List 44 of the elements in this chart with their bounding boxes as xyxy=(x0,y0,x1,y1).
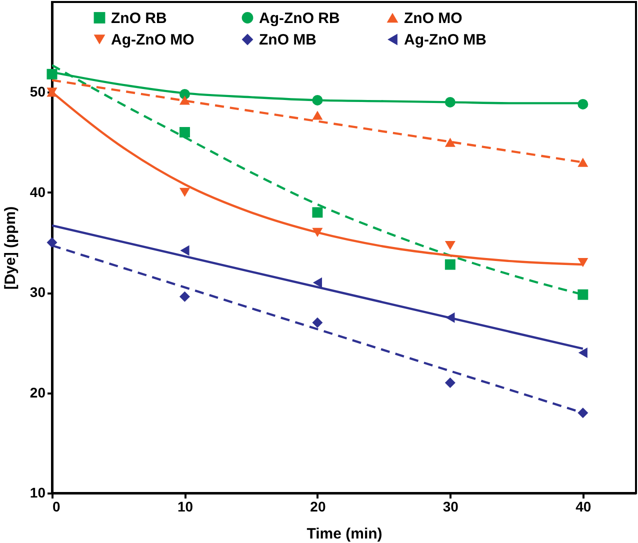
x-tick-label: 40 xyxy=(576,498,592,514)
x-tick-label: 0 xyxy=(52,498,60,514)
y-tick-label: 10 xyxy=(30,484,46,500)
x-axis-title: Time (min) xyxy=(306,526,382,542)
point xyxy=(312,207,323,218)
point xyxy=(312,110,323,120)
x-tick-label: 10 xyxy=(177,498,194,514)
point xyxy=(578,98,588,110)
point xyxy=(578,347,588,358)
point xyxy=(578,258,588,268)
point xyxy=(578,408,588,418)
point xyxy=(446,312,455,323)
legend-label: Ag-ZnO MB xyxy=(404,32,487,48)
x-tick-label: 30 xyxy=(442,498,459,514)
legend-label: ZnO RB xyxy=(111,10,167,27)
x-tick-label: 20 xyxy=(310,498,326,514)
point xyxy=(444,378,456,388)
y-tick-label: 50 xyxy=(30,84,46,100)
legend-label: Ag-ZnO RB xyxy=(259,10,340,27)
point xyxy=(444,259,456,270)
point xyxy=(312,94,323,106)
point xyxy=(179,291,190,302)
point xyxy=(578,289,588,300)
legend-label: ZnO MO xyxy=(404,10,463,27)
point xyxy=(179,96,190,105)
legend-label: Ag-ZnO MO xyxy=(111,32,195,48)
point xyxy=(312,228,323,238)
point xyxy=(179,88,190,100)
point xyxy=(444,138,456,147)
y-tick-label: 30 xyxy=(30,284,46,300)
point xyxy=(312,317,323,328)
point xyxy=(179,188,190,197)
point xyxy=(46,237,58,248)
point xyxy=(312,277,322,288)
y-tick-label: 40 xyxy=(30,184,46,200)
point xyxy=(179,127,190,138)
y-axis-title: [Dye] (ppm) xyxy=(2,206,19,290)
point xyxy=(180,245,190,256)
y-tick-label: 20 xyxy=(30,384,46,400)
point xyxy=(578,158,588,167)
legend-label: ZnO MB xyxy=(259,32,317,48)
point xyxy=(444,240,456,250)
point xyxy=(46,68,58,80)
point xyxy=(444,96,456,108)
